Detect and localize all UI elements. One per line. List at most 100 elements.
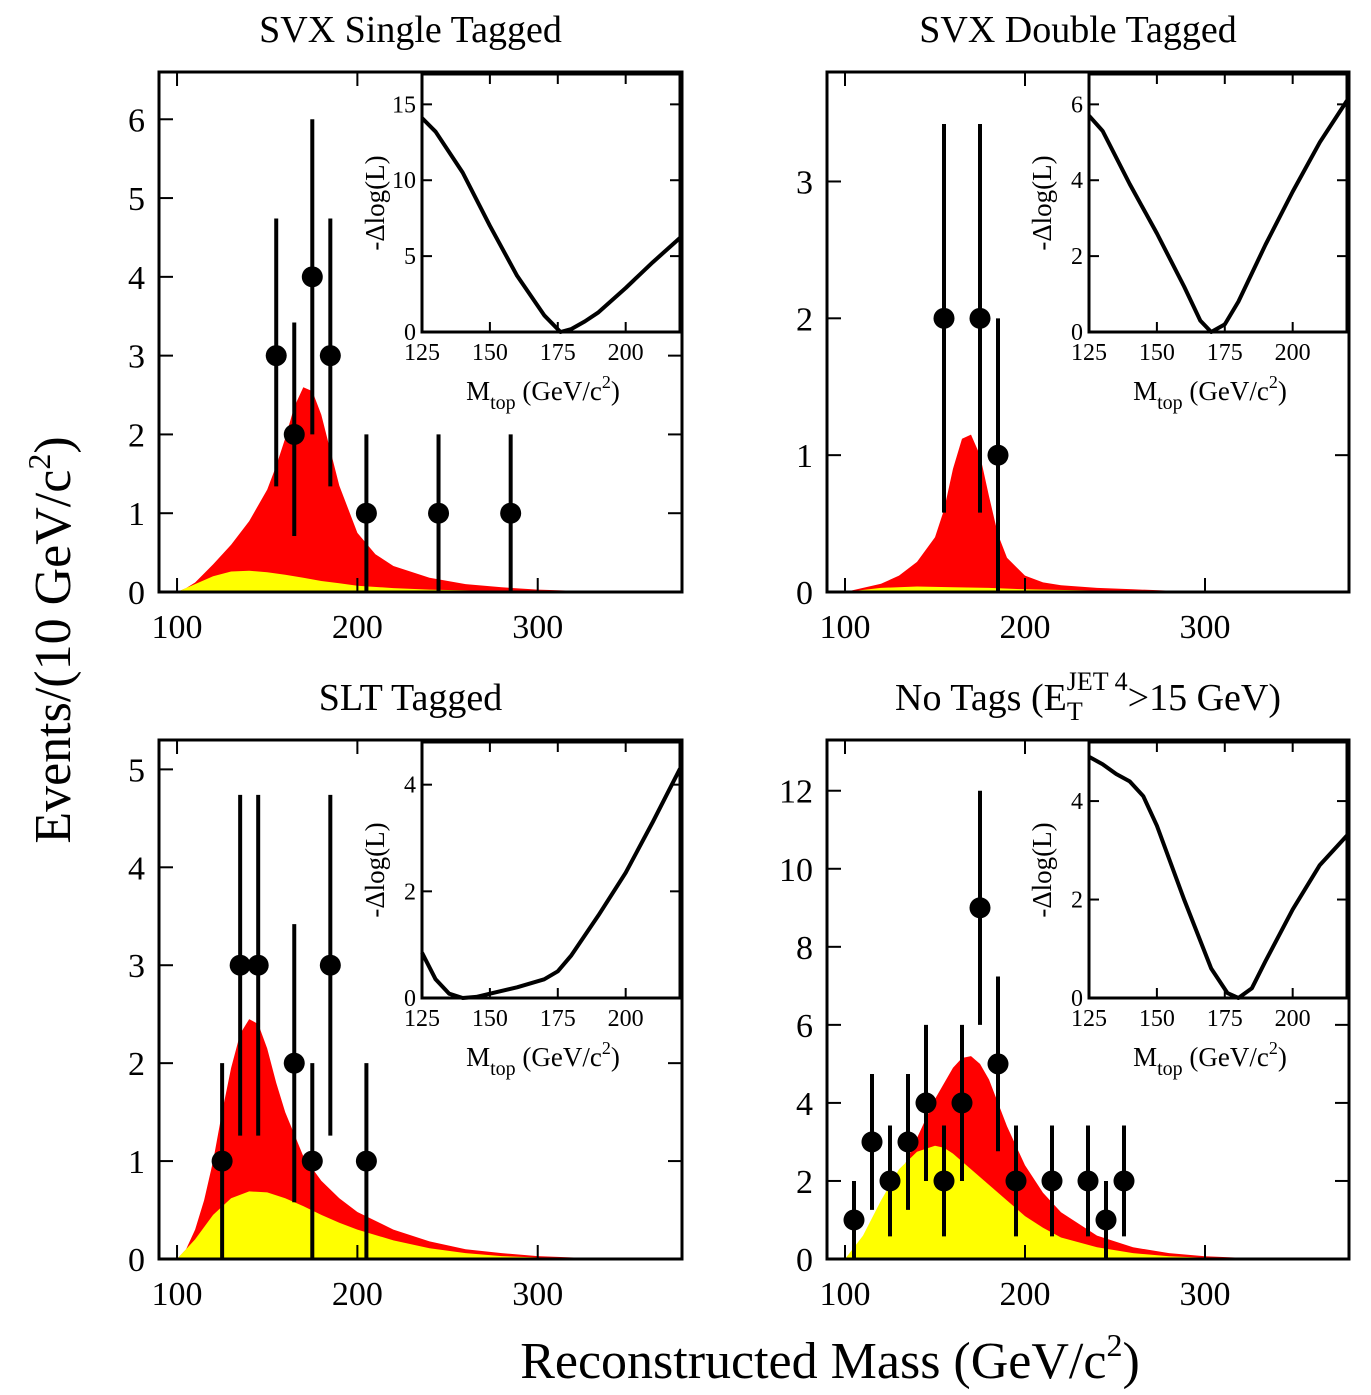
panel-title-text: SLT Tagged [319,677,503,719]
x-tick-label: 300 [1180,609,1231,646]
inset-x-label-sub: top [1157,1058,1183,1080]
inset-x-label-sub: top [490,392,516,414]
inset-x-tick-label: 200 [1275,340,1311,366]
inset-x-tick-label: 200 [608,340,644,366]
plot-frame [157,738,684,1261]
inset-y-tick-label: 4 [1071,789,1083,815]
global-x-axis-label: Reconstructed Mass (GeV/c2) [520,1327,1140,1390]
panel-title-sup: JET 4 [1067,667,1128,696]
data-point [969,307,991,329]
data-point [951,1092,973,1114]
data-point [301,266,323,288]
global-y-axis-label-sup: 2 [21,454,57,470]
y-tick-label: 0 [128,1242,145,1279]
inset-x-label-sup: 2 [602,372,611,392]
inset-x-tick-label: 175 [540,340,576,366]
y-tick-label: 0 [128,575,145,612]
inset-x-label-close: ) [1278,1042,1287,1072]
filled-curves [177,1019,682,1259]
inset-y-axis-label: -Δlog(L) [1027,155,1057,250]
inset-x-tick-label: 200 [608,1006,644,1032]
data-point [247,954,269,976]
filled-curves [845,1056,1349,1259]
global-y-axis-label: Events/(10 GeV/c2) [21,436,82,843]
inset-x-label-sup: 2 [1269,372,1278,392]
data-point [879,1170,901,1192]
data-point [987,1053,1009,1075]
inset-y-tick-label: 5 [404,244,416,270]
data-point [265,345,287,367]
x-tick-label: 100 [152,609,203,646]
data-point [969,897,991,919]
inset-x-axis-label: Mtop (GeV/c2) [466,1038,620,1080]
inset-x-tick-label: 175 [1207,340,1243,366]
background-area [845,1145,1349,1259]
inset-x-label-m: M [1133,1042,1157,1072]
x-tick-label: 300 [1180,1276,1231,1313]
y-tick-label: 8 [796,930,813,967]
inset-x-label-close: ) [1278,376,1287,406]
inset-x-tick-label: 175 [540,1006,576,1032]
y-tick-label: 6 [128,102,145,139]
y-tick-label: 12 [779,774,813,811]
panel-title-text: No Tags (E [895,677,1067,719]
signal-area [177,1019,682,1259]
inset-x-axis-label: Mtop (GeV/c2) [1133,1038,1287,1080]
y-tick-label: 3 [128,339,145,376]
inset-y-axis-label: -Δlog(L) [360,822,390,917]
y-tick-label: 2 [796,1164,813,1201]
inset-y-tick-label: 10 [392,168,416,194]
plot-frame [157,70,684,594]
y-tick-label: 3 [796,164,813,201]
background-area [177,1191,682,1259]
data-point [933,307,955,329]
data-point [229,954,251,976]
y-tick-label: 0 [796,575,813,612]
data-point [211,1150,233,1172]
inset-x-tick-label: 175 [1207,1006,1243,1032]
data-point [1095,1209,1117,1231]
inset-x-label-sub: top [1157,392,1183,414]
panel-title-rest: >15 GeV) [1128,677,1281,719]
inset-y-tick-label: 2 [404,879,416,905]
y-tick-label: 5 [128,752,145,789]
y-tick-label: 2 [796,301,813,338]
panel-title-text: SVX Double Tagged [919,9,1237,51]
x-tick-label: 100 [820,1276,871,1313]
inset-y-tick-label: 0 [404,986,416,1012]
panel-title: SVX Single Tagged [259,9,562,51]
y-tick-label: 1 [128,496,145,533]
y-tick-label: 2 [128,1046,145,1083]
inset-x-label-units: (GeV/c [516,1042,602,1072]
data-point [843,1209,865,1231]
likelihood-curve [1088,755,1349,1000]
likelihood-curve [420,767,682,1000]
inset-frame [1087,72,1349,334]
inset-y-tick-label: 2 [1071,888,1083,914]
data-point [319,345,341,367]
data-point [897,1131,919,1153]
likelihood-curve [1087,99,1349,334]
y-tick-label: 4 [128,260,145,297]
inset-x-tick-label: 150 [1139,1006,1175,1032]
inset-y-tick-label: 15 [392,92,416,118]
global-labels: Events/(10 GeV/c2) Reconstructed Mass (G… [21,436,1140,1390]
panel-title: No Tags (ETJET 4>15 GeV) [895,667,1281,726]
inset-y-tick-label: 0 [1071,986,1083,1012]
y-tick-label: 3 [128,948,145,985]
inset-x-tick-label: 125 [404,1006,440,1032]
inset-x-tick-label: 150 [472,340,508,366]
inset-y-tick-label: 2 [1071,244,1083,270]
inset-x-label-m: M [1133,376,1157,406]
y-tick-label: 1 [128,1144,145,1181]
inset-x-tick-label: 200 [1275,1006,1311,1032]
data-point [933,1170,955,1192]
panel-title-text: SVX Single Tagged [259,9,562,51]
inset-x-label-sub: top [490,1058,516,1080]
inset-x-label-sup: 2 [602,1038,611,1058]
y-tick-label: 0 [796,1242,813,1279]
